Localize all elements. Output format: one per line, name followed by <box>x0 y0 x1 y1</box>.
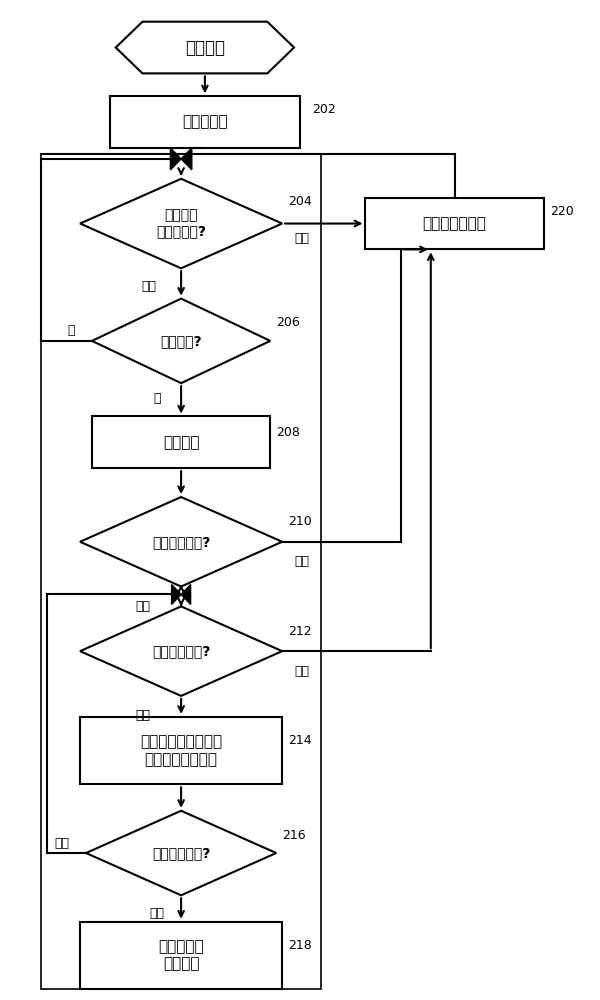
Text: 216: 216 <box>282 829 306 842</box>
Bar <box>41 154 321 989</box>
Polygon shape <box>181 148 192 170</box>
Polygon shape <box>172 585 181 604</box>
Text: 是的: 是的 <box>150 907 165 920</box>
Text: 压力安全判别?: 压力安全判别? <box>152 535 210 549</box>
Text: 214: 214 <box>288 734 312 747</box>
Text: 系统状态
监测、检查?: 系统状态 监测、检查? <box>156 208 206 239</box>
Bar <box>92 416 270 468</box>
Text: 218: 218 <box>288 939 312 952</box>
Text: 正常: 正常 <box>135 600 150 613</box>
Text: 无: 无 <box>67 324 75 337</box>
Text: 血压计算并
上传数据: 血压计算并 上传数据 <box>158 939 204 972</box>
Text: 有: 有 <box>154 392 161 405</box>
Polygon shape <box>86 811 276 895</box>
Bar <box>110 96 300 148</box>
Text: 202: 202 <box>312 103 335 116</box>
Text: 210: 210 <box>288 515 312 528</box>
Bar <box>365 198 544 249</box>
Polygon shape <box>92 299 270 383</box>
Text: 本次测量结束?: 本次测量结束? <box>152 846 210 860</box>
Bar <box>80 922 282 989</box>
Text: 过压: 过压 <box>294 555 309 568</box>
Polygon shape <box>80 606 282 696</box>
Text: 超时: 超时 <box>294 665 309 678</box>
Text: 测量中的压力、脉搏
波采集及特征识别: 测量中的压力、脉搏 波采集及特征识别 <box>140 734 222 767</box>
Text: 220: 220 <box>550 205 574 218</box>
Polygon shape <box>80 497 282 587</box>
Text: 系统初始化: 系统初始化 <box>182 115 228 130</box>
Text: 204: 204 <box>288 195 312 208</box>
Bar <box>80 717 282 784</box>
Text: 启动充气: 启动充气 <box>163 435 199 450</box>
Text: 没有: 没有 <box>55 837 70 850</box>
Text: 加电启动: 加电启动 <box>185 39 225 57</box>
Text: 206: 206 <box>276 316 300 329</box>
Text: 208: 208 <box>276 426 300 439</box>
Text: 212: 212 <box>288 625 312 638</box>
Polygon shape <box>80 179 282 268</box>
Text: 等待命令?: 等待命令? <box>160 334 202 348</box>
Text: 时间安全判别?: 时间安全判别? <box>152 644 210 658</box>
Text: 有错: 有错 <box>294 232 309 245</box>
Polygon shape <box>170 148 181 170</box>
Text: 正常: 正常 <box>141 280 156 293</box>
Polygon shape <box>181 585 191 604</box>
Text: 报错、终止测量: 报错、终止测量 <box>422 216 487 231</box>
Polygon shape <box>116 22 294 73</box>
Text: 正常: 正常 <box>135 709 150 722</box>
